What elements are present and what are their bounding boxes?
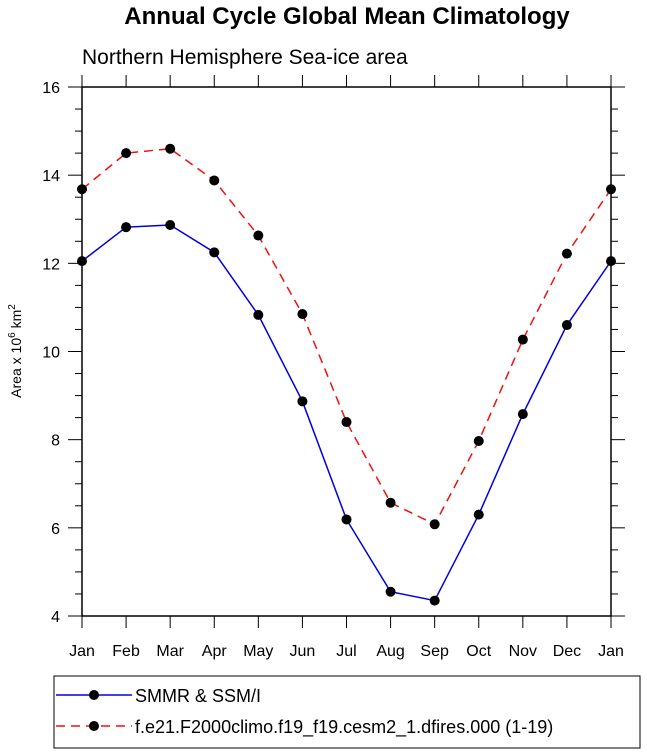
x-tick-label: Jun bbox=[290, 643, 316, 660]
y-tick-label: 16 bbox=[42, 80, 60, 97]
legend-marker-2 bbox=[89, 721, 99, 731]
data-point-series-1 bbox=[165, 219, 176, 230]
x-tick-label: Oct bbox=[466, 643, 491, 660]
data-point-series-2 bbox=[253, 230, 264, 241]
x-tick-label: Sep bbox=[420, 643, 449, 660]
y-axis-label: Area x 106 km2 bbox=[7, 304, 24, 398]
x-tick-label: Jan bbox=[598, 643, 624, 660]
data-point-series-2 bbox=[561, 248, 572, 259]
x-tick-label: May bbox=[243, 643, 273, 660]
x-tick-label: Feb bbox=[112, 643, 140, 660]
axis-ticks bbox=[68, 75, 625, 628]
data-point-series-2 bbox=[517, 334, 528, 345]
data-point-series-2 bbox=[341, 417, 352, 428]
data-point-series-2 bbox=[209, 175, 220, 186]
y-tick-label: 8 bbox=[51, 433, 60, 450]
data-point-series-1 bbox=[561, 320, 572, 331]
data-point-series-2 bbox=[429, 519, 440, 530]
y-axis-label-prefix: Area x 10 bbox=[8, 338, 24, 398]
y-axis-label-unit: km bbox=[8, 310, 24, 329]
data-point-series-1 bbox=[209, 247, 220, 258]
data-point-series-1 bbox=[517, 409, 528, 420]
tick-labels: 4 6 8 10 12 14 16 Jan Feb Mar Apr May Jun Jul Aug Sep Oc… bbox=[42, 80, 624, 660]
x-tick-label: Nov bbox=[509, 643, 537, 660]
data-point-series-1 bbox=[253, 309, 264, 320]
legend-marker-1 bbox=[89, 690, 99, 700]
x-tick-label: Apr bbox=[202, 643, 228, 660]
x-tick-label: Dec bbox=[553, 643, 581, 660]
series-line-2 bbox=[81, 147, 612, 526]
x-tick-label: Jan bbox=[69, 643, 95, 660]
data-point-series-1 bbox=[385, 586, 396, 597]
data-point-series-1 bbox=[429, 595, 440, 606]
legend-label-2: f.e21.F2000climo.f19_f19.cesm2_1.dfires.… bbox=[135, 717, 553, 738]
data-point-series-1 bbox=[297, 396, 308, 407]
x-tick-label: Mar bbox=[156, 643, 184, 660]
chart-title: Annual Cycle Global Mean Climatology bbox=[124, 3, 570, 30]
legend: SMMR & SSM/I f.e21.F2000climo.f19_f19.ces… bbox=[53, 675, 641, 749]
y-tick-label: 6 bbox=[51, 521, 60, 538]
x-tick-label: Jul bbox=[336, 643, 356, 660]
y-tick-label: 12 bbox=[42, 256, 60, 273]
plot-frame bbox=[81, 86, 612, 617]
legend-box bbox=[53, 675, 641, 749]
data-point-series-1 bbox=[121, 222, 132, 233]
x-tick-label: Aug bbox=[376, 643, 404, 660]
data-point-series-1 bbox=[341, 514, 352, 525]
data-point-series-2 bbox=[473, 435, 484, 446]
legend-label-1: SMMR & SSM/I bbox=[135, 686, 261, 706]
data-point-series-2 bbox=[121, 148, 132, 159]
y-axis-label-exponent: 6 bbox=[7, 332, 18, 338]
data-point-series-1 bbox=[473, 509, 484, 520]
data-point-series-2 bbox=[165, 143, 176, 154]
y-tick-label: 14 bbox=[42, 168, 60, 185]
y-axis-label-unit-exponent: 2 bbox=[7, 304, 18, 310]
data-point-series-2 bbox=[297, 309, 308, 320]
data-point-series-2 bbox=[385, 497, 396, 508]
y-tick-label: 10 bbox=[42, 345, 60, 362]
series-line-1 bbox=[81, 224, 612, 602]
chart-subtitle: Northern Hemisphere Sea-ice area bbox=[82, 46, 408, 69]
y-tick-label: 4 bbox=[51, 609, 60, 626]
plot-series bbox=[77, 143, 616, 606]
